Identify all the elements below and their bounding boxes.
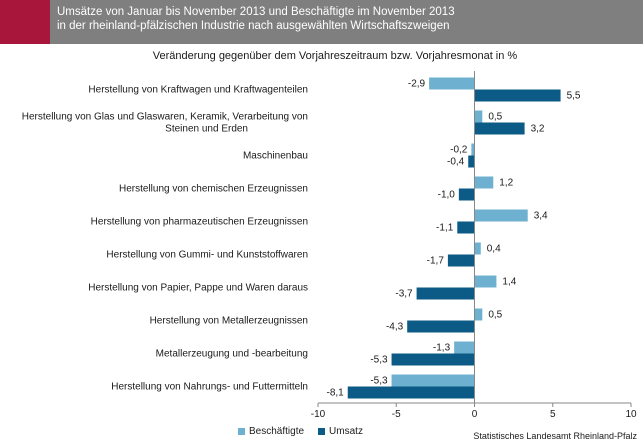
bar-umsatz: [391, 353, 475, 366]
x-tick-label: -5: [392, 409, 401, 420]
bar-beschaeftigte: [474, 275, 497, 288]
bar-beschaeftigte: [474, 209, 528, 222]
data-label: -0,4: [447, 157, 465, 168]
bar-beschaeftigte: [429, 77, 475, 90]
x-tick-label: 10: [625, 409, 637, 420]
data-label: 1,4: [502, 277, 516, 288]
data-label: -8,1: [327, 388, 345, 399]
legend-label-umsatz: Umsatz: [329, 426, 363, 437]
bar-beschaeftigte: [471, 143, 475, 156]
bar-umsatz: [447, 254, 475, 267]
bar-beschaeftigte: [474, 176, 494, 189]
bar-umsatz: [457, 221, 475, 234]
chart-subtitle: Veränderung gegenüber dem Vorjahreszeitr…: [152, 50, 518, 62]
bar-umsatz: [458, 188, 475, 201]
source-note: Statistisches Landesamt Rheinland-Pfalz: [473, 431, 637, 441]
bar-beschaeftigte: [454, 341, 475, 354]
bar-umsatz: [347, 386, 475, 399]
x-tick-label: -10: [311, 409, 326, 420]
legend-swatch-beschaeftigte: [238, 428, 245, 435]
legend-item-umsatz: Umsatz: [318, 426, 363, 437]
header-accent: [0, 0, 50, 44]
bar-beschaeftigte: [474, 308, 483, 321]
x-tick-label: 0: [472, 409, 478, 420]
data-label: -1,1: [436, 223, 454, 234]
bar-beschaeftigte: [474, 242, 481, 255]
bar-umsatz: [474, 89, 561, 102]
legend: Beschäftigte Umsatz: [238, 426, 377, 437]
data-label: -1,0: [438, 190, 456, 201]
legend-item-beschaeftigte: Beschäftigte: [238, 426, 304, 437]
data-label: -5,3: [370, 376, 388, 387]
data-label: -1,3: [433, 343, 451, 354]
data-label: 0,5: [488, 310, 502, 321]
data-label: -5,3: [370, 355, 388, 366]
header-bar: [0, 0, 643, 44]
data-label: -4,3: [386, 322, 404, 333]
category-label: Metallerzeugung und -bearbeitung: [156, 349, 308, 360]
category-label: Maschinenbau: [243, 151, 308, 162]
data-label: 1,2: [499, 178, 513, 189]
bar-beschaeftigte: [474, 110, 483, 123]
category-label: Herstellung von Papier, Pappe und Waren …: [88, 283, 308, 294]
data-label: 3,2: [531, 124, 545, 135]
data-label: -0,2: [450, 145, 468, 156]
bar-umsatz: [416, 287, 475, 300]
data-label: -2,9: [408, 79, 426, 90]
category-label: Herstellung von pharmazeutischen Erzeugn…: [91, 217, 308, 228]
category-label: Herstellung von Nahrungs- und Futtermitt…: [111, 382, 308, 393]
data-label: -1,7: [427, 256, 445, 267]
category-label: Herstellung von Kraftwagen und Kraftwage…: [88, 85, 308, 96]
category-label: Herstellung von Metallerzeugnissen: [150, 316, 308, 327]
category-label: Herstellung von Glas und Glaswaren, Kera…: [22, 112, 308, 135]
data-label: -3,7: [395, 289, 413, 300]
legend-label-beschaeftigte: Beschäftigte: [249, 426, 305, 437]
bar-umsatz: [468, 155, 475, 168]
data-label: 0,5: [488, 112, 502, 123]
data-label: 3,4: [534, 211, 548, 222]
legend-swatch-umsatz: [318, 428, 326, 435]
data-label: 5,5: [567, 91, 581, 102]
data-label: 0,4: [487, 244, 501, 255]
bar-umsatz: [474, 122, 525, 135]
x-tick-label: 5: [550, 409, 556, 420]
bar-beschaeftigte: [391, 374, 475, 387]
bar-umsatz: [407, 320, 475, 333]
category-label: Herstellung von Gummi- und Kunststoffwar…: [106, 250, 308, 261]
chart-header-title: Umsätze von Januar bis November 2013 und…: [57, 6, 455, 32]
category-label: Herstellung von chemischen Erzeugnissen: [119, 184, 308, 195]
